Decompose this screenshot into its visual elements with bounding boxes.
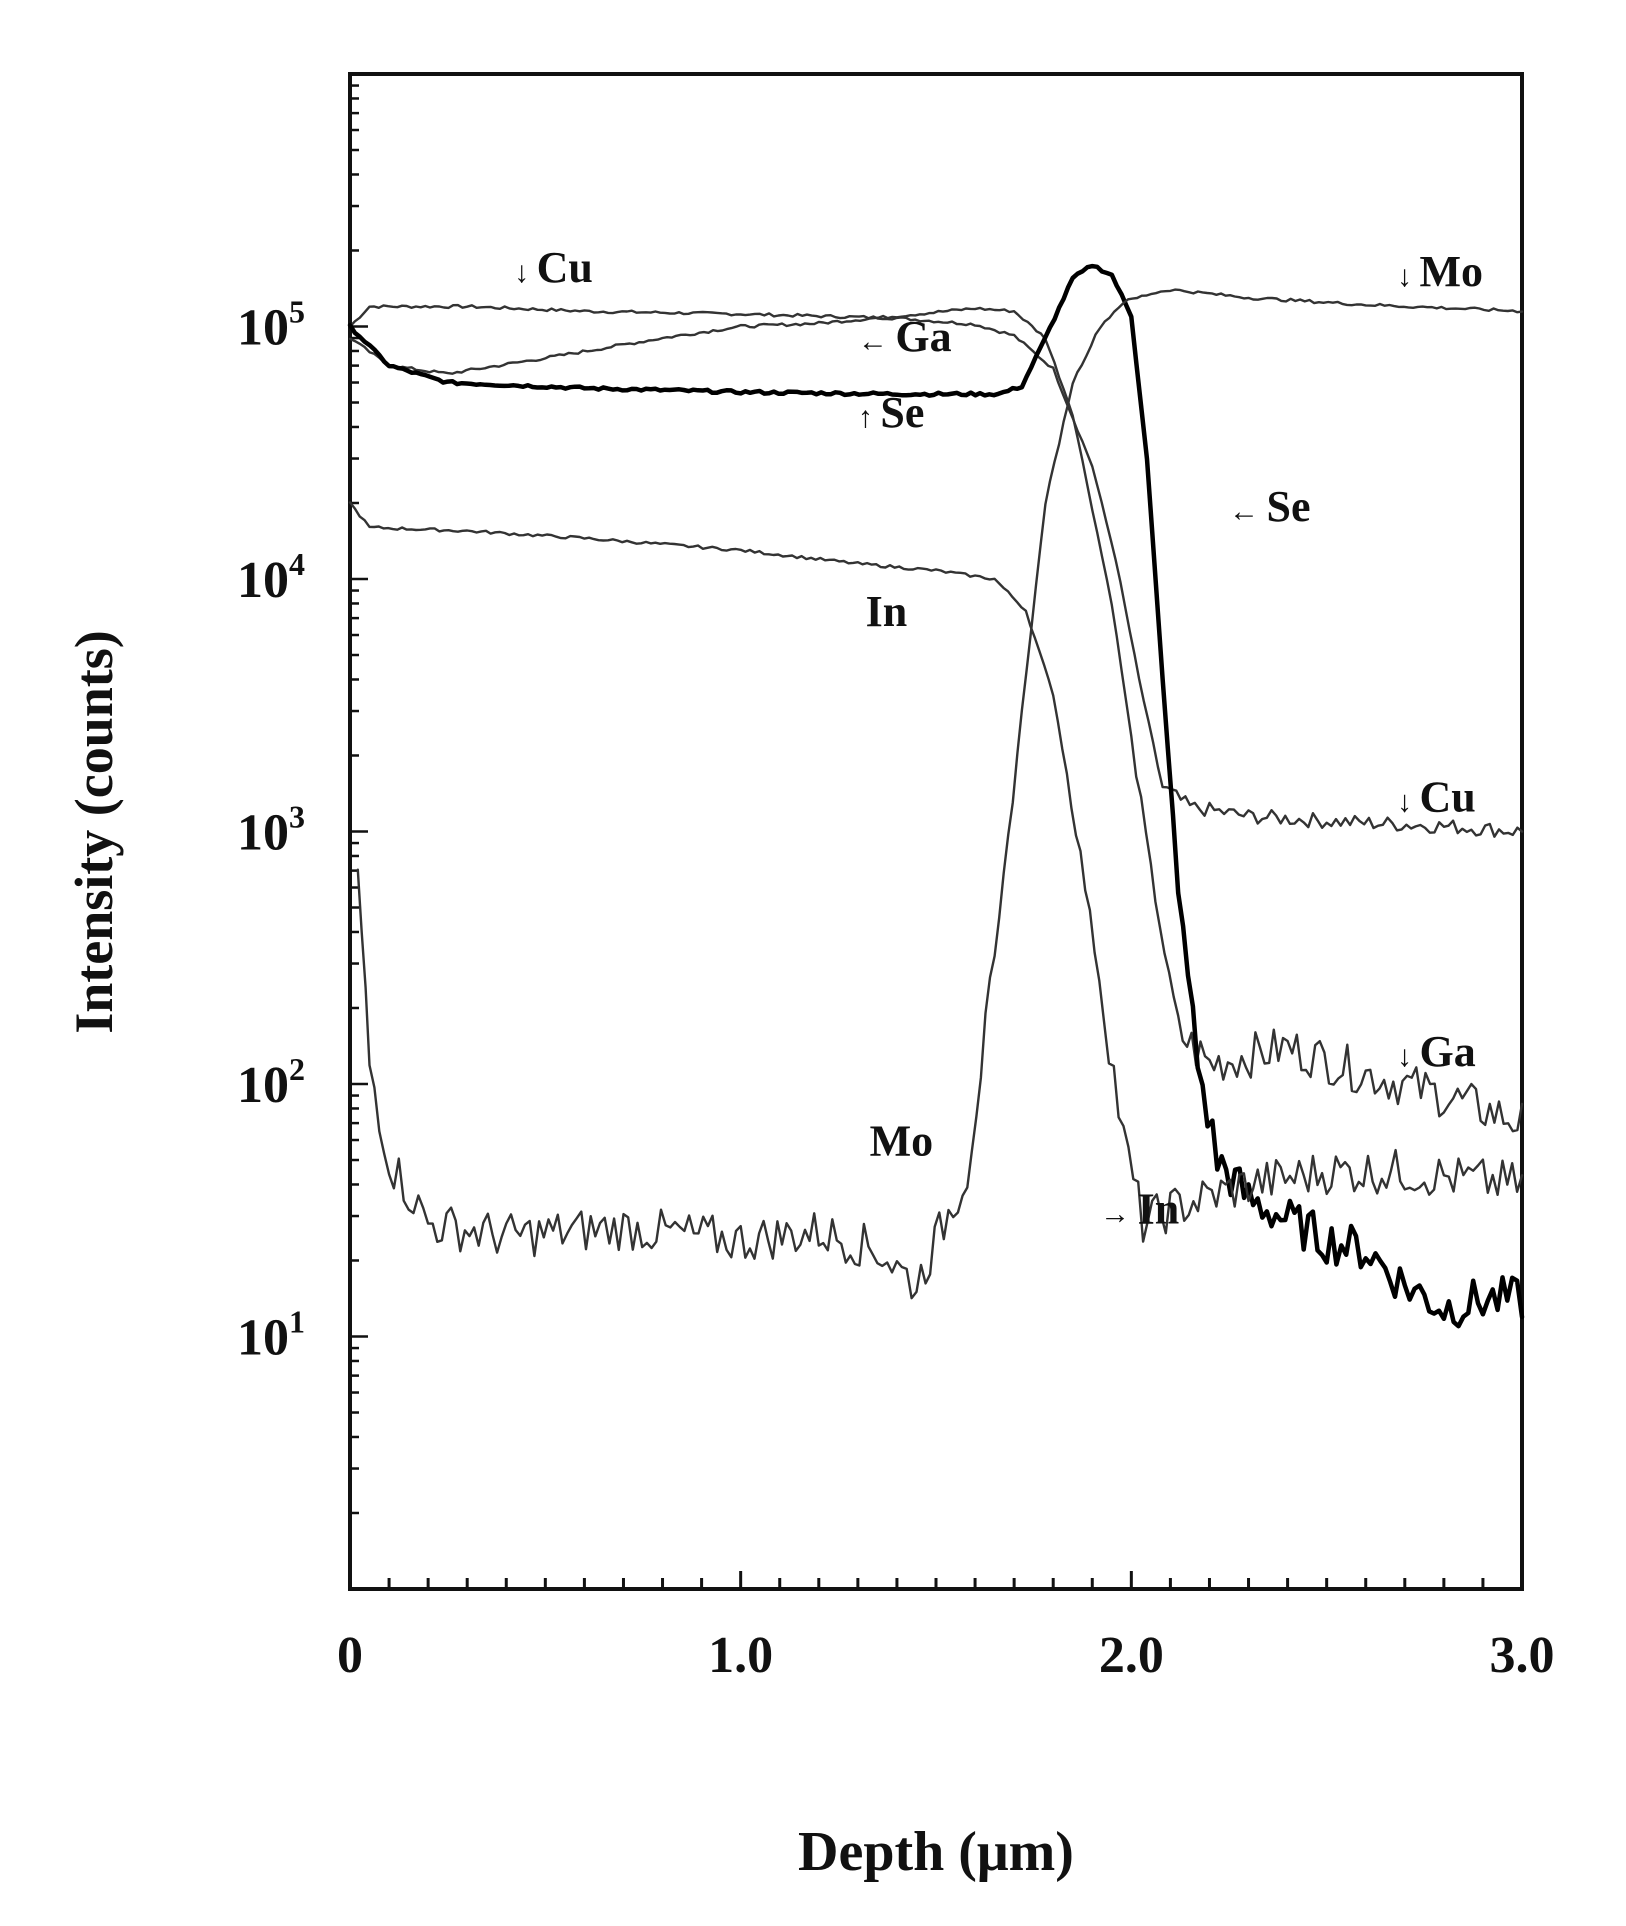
series-layer bbox=[347, 263, 1525, 1329]
x-axis-ticks: 0 1.0 2.0 3.0 bbox=[337, 1571, 1555, 1684]
series-line-mo bbox=[356, 288, 1524, 1300]
series-label-cu: ↓ Cu bbox=[514, 243, 593, 292]
series-label-ga: ↓ Ga bbox=[1397, 1027, 1476, 1076]
series-label-in: → In bbox=[1100, 1185, 1179, 1234]
series-line-ga bbox=[348, 306, 1524, 1133]
series-label-se: ← Se bbox=[1229, 482, 1311, 531]
y-axis-title: Intensity (counts) bbox=[64, 630, 124, 1034]
y-tick-label: 102 bbox=[237, 1051, 305, 1114]
series-label-mo: ↓ Mo bbox=[1397, 247, 1483, 296]
y-tick-label: 105 bbox=[237, 294, 305, 357]
series-line-in bbox=[348, 501, 1524, 1243]
x-tick-label: 1.0 bbox=[708, 1627, 773, 1684]
annotation-layer: ↓ Cu ↓ Mo ← Ga ↑ Se ← Se In ↓ Cu ↓ Ga Mo → In bbox=[514, 243, 1483, 1234]
series-label-in: In bbox=[866, 587, 908, 636]
y-axis-ticks: 105 104 103 102 101 bbox=[237, 84, 368, 1591]
x-axis-title: Depth (μm) bbox=[798, 1821, 1074, 1883]
y-tick-label: 101 bbox=[237, 1304, 305, 1367]
y-tick-label: 103 bbox=[237, 799, 305, 862]
series-line-cu bbox=[348, 303, 1524, 838]
series-label-mo: Mo bbox=[870, 1117, 934, 1166]
y-tick-label: 104 bbox=[237, 546, 305, 609]
x-tick-label: 0 bbox=[337, 1627, 363, 1684]
x-tick-label: 2.0 bbox=[1099, 1627, 1164, 1684]
series-label-se: ↑ Se bbox=[858, 388, 925, 437]
series-label-cu: ↓ Cu bbox=[1397, 773, 1476, 822]
series-line-se bbox=[347, 263, 1525, 1329]
x-tick-label: 3.0 bbox=[1490, 1627, 1555, 1684]
series-label-ga: ← Ga bbox=[858, 312, 952, 361]
plot-frame bbox=[348, 72, 1524, 1591]
